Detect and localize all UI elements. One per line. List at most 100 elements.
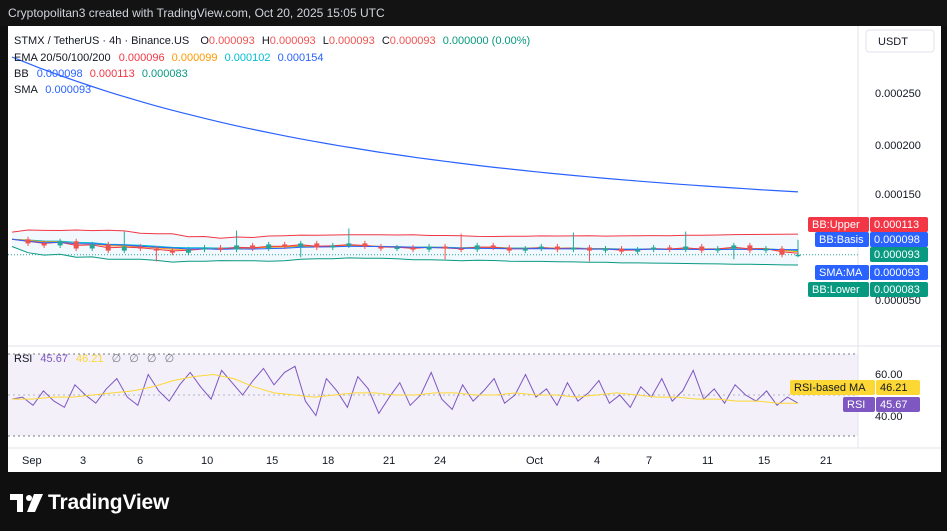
candle-body (202, 247, 207, 250)
candle-body (89, 244, 95, 249)
legend-sma-label: SMA (14, 84, 39, 96)
ema200-line (11, 56, 799, 193)
candle-body (699, 246, 705, 251)
svg-text:BB:Basis: BB:Basis (819, 234, 864, 246)
legend-ema-label: EMA 20/50/100/200 (14, 52, 111, 64)
legend-bb-lower: 0.000083 (142, 68, 188, 80)
candle-body (570, 247, 576, 250)
candle-body (442, 246, 448, 249)
candle-body (298, 243, 304, 247)
candle-body (394, 247, 400, 249)
candle-body (169, 250, 175, 253)
candles-group (25, 228, 801, 262)
rsi-legend-ma: 46.21 (76, 353, 104, 365)
candle-body (121, 246, 127, 251)
price-tick: 0.000050 (875, 295, 921, 307)
legend-ema20: 0.000096 (119, 52, 165, 64)
candle-body (314, 243, 320, 248)
bb-upper-label: BB:Upper 0.000113 (808, 217, 928, 232)
currency-button[interactable] (865, 29, 935, 53)
candle-body (715, 248, 721, 251)
legend-bb-row: BB 0.000098 0.000113 0.000083 (14, 68, 188, 80)
svg-text:0.000113: 0.000113 (874, 219, 919, 231)
svg-text:RSI: RSI (847, 399, 865, 411)
candle-body (330, 245, 336, 248)
candle-body (410, 247, 416, 250)
rsi-legend-extra: ∅ (165, 353, 175, 365)
candle-body (490, 245, 496, 248)
legend-sma-row: SMA 0.000093 (14, 84, 91, 96)
price-tick: 0.000150 (875, 189, 921, 201)
candle-body (619, 248, 625, 252)
rsi-legend-label: RSI (14, 353, 32, 365)
candle-body (362, 243, 368, 247)
svg-text:SMA:MA: SMA:MA (819, 267, 863, 279)
rsi-lines (11, 365, 799, 417)
legend-bb-label: BB (14, 68, 29, 80)
candle-body (137, 246, 143, 249)
last-price-label: 0.000093 (870, 247, 928, 262)
legend-ema-row: EMA 20/50/100/200 0.000096 0.000099 0.00… (14, 52, 323, 64)
time-tick: 24 (434, 455, 446, 467)
svg-text:0.000083: 0.000083 (874, 284, 920, 296)
candle-body (603, 248, 608, 251)
candle-body (378, 246, 384, 249)
legend-symbol: STMX / TetherUS · 4h · Binance.US (14, 35, 189, 47)
candle-body (185, 249, 191, 253)
candle-body (234, 245, 240, 250)
candle-body (346, 243, 352, 246)
price-pane[interactable] (8, 26, 858, 346)
tradingview-logo-icon (10, 494, 43, 512)
time-tick: 15 (266, 455, 278, 467)
time-axis[interactable]: Sep 3 6 10 15 18 21 24 Oct 4 7 11 15 21 (22, 455, 832, 467)
chart-canvas[interactable]: STMX / TetherUS · 4h · Binance.US O0.000… (8, 26, 941, 472)
footer: TradingView (0, 472, 947, 531)
legend-high: 0.000093 (270, 35, 316, 47)
candle-body (667, 247, 673, 250)
candle-body (41, 243, 47, 246)
rsi-tick: 60.00 (875, 369, 903, 381)
legend-ema200: 0.000154 (278, 52, 324, 64)
candle-body (554, 246, 560, 250)
rsi-legend-value: 45.67 (40, 353, 68, 365)
legend-bb-basis: 0.000098 (37, 68, 83, 80)
legend-open: 0.000093 (209, 35, 255, 47)
bb-basis-line (11, 238, 799, 251)
rsi-line (11, 365, 799, 417)
candle-body (522, 248, 528, 251)
candle-body (538, 246, 544, 249)
time-tick: 21 (820, 455, 832, 467)
time-tick: 21 (383, 455, 395, 467)
svg-text:BB:Upper: BB:Upper (812, 219, 860, 231)
candle-body (683, 246, 689, 250)
candle-body (474, 245, 480, 250)
indicator-lines (8, 56, 858, 266)
currency-label: USDT (878, 36, 908, 48)
svg-text:0.000093: 0.000093 (874, 249, 920, 261)
rsi-tick: 40.00 (875, 411, 903, 423)
candle-body (747, 245, 753, 251)
candle-body (73, 241, 79, 249)
rsi-legend-extra: ∅ (112, 353, 122, 365)
rsi-legend-row: RSI 45.67 46.21 ∅ ∅ ∅ ∅ (14, 353, 174, 365)
rsi-ma-line (12, 373, 798, 404)
svg-text:0.000093: 0.000093 (874, 267, 920, 279)
candle-body (779, 248, 785, 255)
tradingview-logo[interactable]: TradingView (10, 491, 169, 515)
candle-body (587, 247, 592, 251)
price-tick: 0.000200 (875, 140, 921, 152)
price-tick: 0.000250 (875, 88, 921, 100)
legend-bb-upper: 0.000113 (90, 68, 135, 80)
svg-text:RSI-based MA: RSI-based MA (794, 382, 866, 394)
time-tick: 4 (594, 455, 600, 467)
candle-body (105, 244, 111, 251)
time-tick: 7 (646, 455, 652, 467)
candle-body (266, 244, 272, 249)
candle-body (651, 247, 657, 250)
candle-body (282, 244, 288, 247)
candle-body (426, 246, 432, 250)
header-attribution: Cryptopolitan3 created with TradingView.… (0, 0, 947, 26)
candle-body (153, 248, 159, 251)
candle-body (506, 247, 512, 251)
time-tick: 3 (80, 455, 86, 467)
